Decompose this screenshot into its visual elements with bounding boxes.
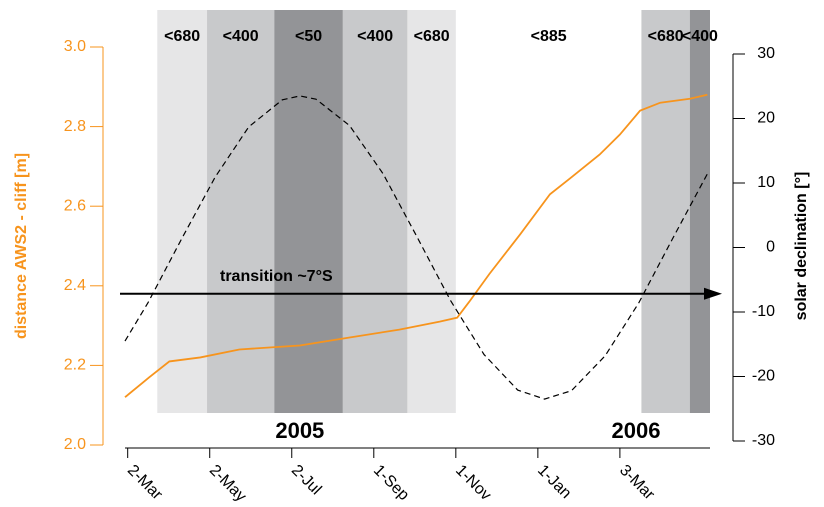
y2-tick-label: 20	[757, 110, 775, 127]
x-tick-label: 3-Mar	[616, 462, 658, 504]
y2-tick-label: 0	[766, 239, 775, 256]
band-label: <400	[682, 28, 718, 45]
y-tick-label: 2.8	[64, 118, 86, 135]
x-tick-label: 2-Mar	[124, 462, 166, 504]
band	[689, 10, 710, 413]
year-label: 2006	[612, 418, 661, 443]
band-label: <400	[223, 28, 259, 45]
band-label: <885	[531, 28, 567, 45]
arrow-head	[704, 287, 722, 300]
y-tick-label: 3.0	[64, 38, 86, 55]
band	[641, 10, 690, 413]
y-tick-label: 2.6	[64, 197, 86, 214]
x-tick-label: 1-Jan	[534, 462, 574, 502]
band-label: <680	[164, 28, 200, 45]
y2-tick-label: -30	[752, 432, 775, 449]
band-label: <680	[648, 28, 684, 45]
y-tick-label: 2.0	[64, 436, 86, 453]
y2-tick-label: -20	[752, 368, 775, 385]
x-tick-label: 2-Jul	[288, 462, 325, 499]
y2-tick-label: -10	[752, 303, 775, 320]
line	[124, 95, 708, 400]
year-label: 2005	[275, 418, 324, 443]
x-tick-label: 2-May	[206, 462, 249, 505]
y2-tick-label: 10	[757, 174, 775, 191]
band-label: <400	[357, 28, 393, 45]
band	[407, 10, 456, 413]
line	[124, 93, 708, 398]
band-label: <50	[295, 28, 322, 45]
band	[342, 10, 408, 413]
y2-axis-label: solar declination [°]	[793, 172, 810, 321]
band	[274, 10, 343, 413]
band	[157, 10, 208, 413]
y-tick-label: 2.2	[64, 357, 86, 374]
annotation: transition ~7°S	[220, 268, 333, 285]
x-tick-label: 1-Sep	[370, 462, 412, 504]
x-tick-label: 1-Nov	[452, 462, 494, 504]
band	[207, 10, 275, 413]
y2-tick-label: 30	[757, 45, 775, 62]
y-tick-label: 2.4	[64, 277, 86, 294]
y-axis-label: distance AWS2 - cliff [m]	[13, 153, 30, 339]
band-label: <680	[414, 28, 450, 45]
